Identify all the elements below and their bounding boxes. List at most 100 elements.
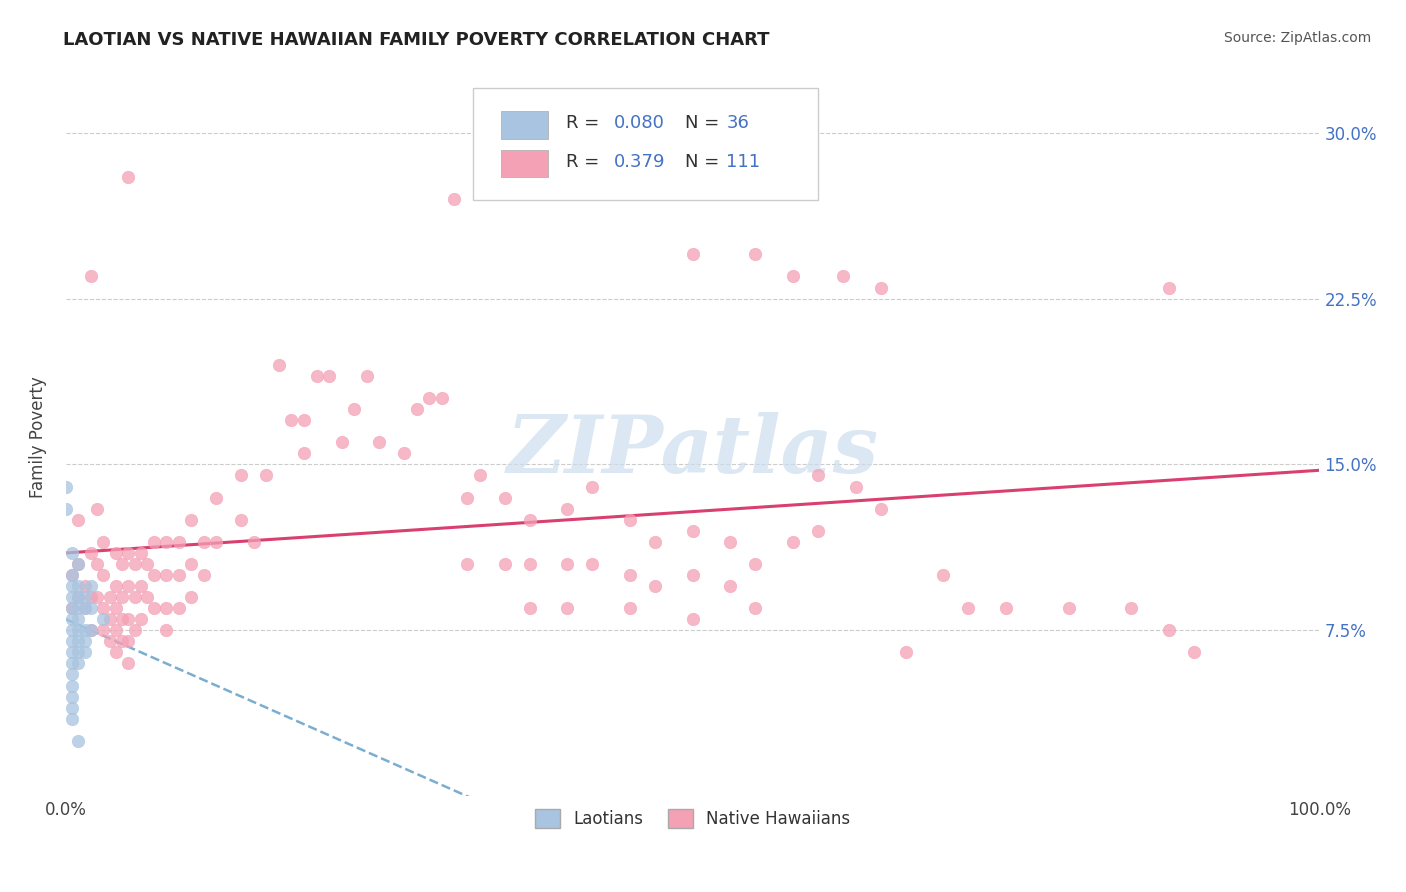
Point [60,612,83,626]
Point [581,557,603,571]
Point [845,479,868,493]
Point [1121,601,1143,615]
Point [254,468,277,483]
Point [193,568,215,582]
Point [292,446,315,460]
Point [80,590,103,604]
Point [67,734,90,748]
Point [93,624,115,638]
Point [155,568,177,582]
Point [682,524,704,538]
Point [111,557,134,571]
Point [555,501,578,516]
Point [104,624,127,638]
Point [318,368,340,383]
Text: 36: 36 [727,113,749,132]
Point [155,534,177,549]
Point [93,612,115,626]
Point [619,568,641,582]
Point [394,446,416,460]
Point [80,546,103,560]
Point [136,557,159,571]
Point [129,546,152,560]
Point [869,280,891,294]
Point [957,601,980,615]
Point [894,645,917,659]
Point [60,690,83,704]
Point [744,557,766,571]
Point [124,624,146,638]
Point [519,557,541,571]
Point [111,590,134,604]
Point [80,624,103,638]
Point [60,657,83,671]
Text: 111: 111 [727,153,761,170]
Point [60,568,83,582]
Point [305,368,328,383]
Point [73,634,96,648]
Point [1057,601,1080,615]
Text: ZIPatlas: ZIPatlas [506,412,879,490]
Point [67,590,90,604]
Point [180,513,202,527]
Point [60,601,83,615]
Point [519,601,541,615]
Text: N =: N = [685,113,725,132]
Point [142,568,165,582]
Point [180,557,202,571]
Point [93,601,115,615]
Point [60,579,83,593]
Point [142,601,165,615]
Point [682,247,704,261]
Point [67,513,90,527]
Point [932,568,955,582]
Point [60,712,83,726]
Point [180,590,202,604]
Point [519,513,541,527]
Point [155,601,177,615]
Point [869,501,891,516]
Point [67,624,90,638]
Point [205,534,228,549]
Point [73,601,96,615]
Text: LAOTIAN VS NATIVE HAWAIIAN FAMILY POVERTY CORRELATION CHART: LAOTIAN VS NATIVE HAWAIIAN FAMILY POVERT… [63,31,769,49]
Point [494,557,516,571]
Point [243,534,266,549]
Text: N =: N = [685,153,725,170]
Point [86,557,108,571]
Point [619,601,641,615]
Point [468,468,491,483]
Point [619,513,641,527]
Point [555,601,578,615]
Point [193,534,215,549]
Point [55,479,77,493]
Point [104,579,127,593]
FancyBboxPatch shape [501,112,548,138]
Point [117,634,139,648]
Point [111,634,134,648]
Point [55,501,77,516]
Point [744,247,766,261]
Point [1157,280,1180,294]
Point [104,601,127,615]
Point [80,269,103,284]
Point [718,534,741,549]
Point [104,645,127,659]
Point [1182,645,1205,659]
Point [430,391,453,405]
Point [581,479,603,493]
Point [995,601,1018,615]
Point [67,601,90,615]
Point [231,513,253,527]
Point [80,624,103,638]
Point [67,612,90,626]
Point [832,269,855,284]
Point [267,358,290,372]
Point [67,657,90,671]
Point [1157,624,1180,638]
Point [682,568,704,582]
Point [292,413,315,427]
Point [644,579,666,593]
Point [807,468,830,483]
Point [60,634,83,648]
